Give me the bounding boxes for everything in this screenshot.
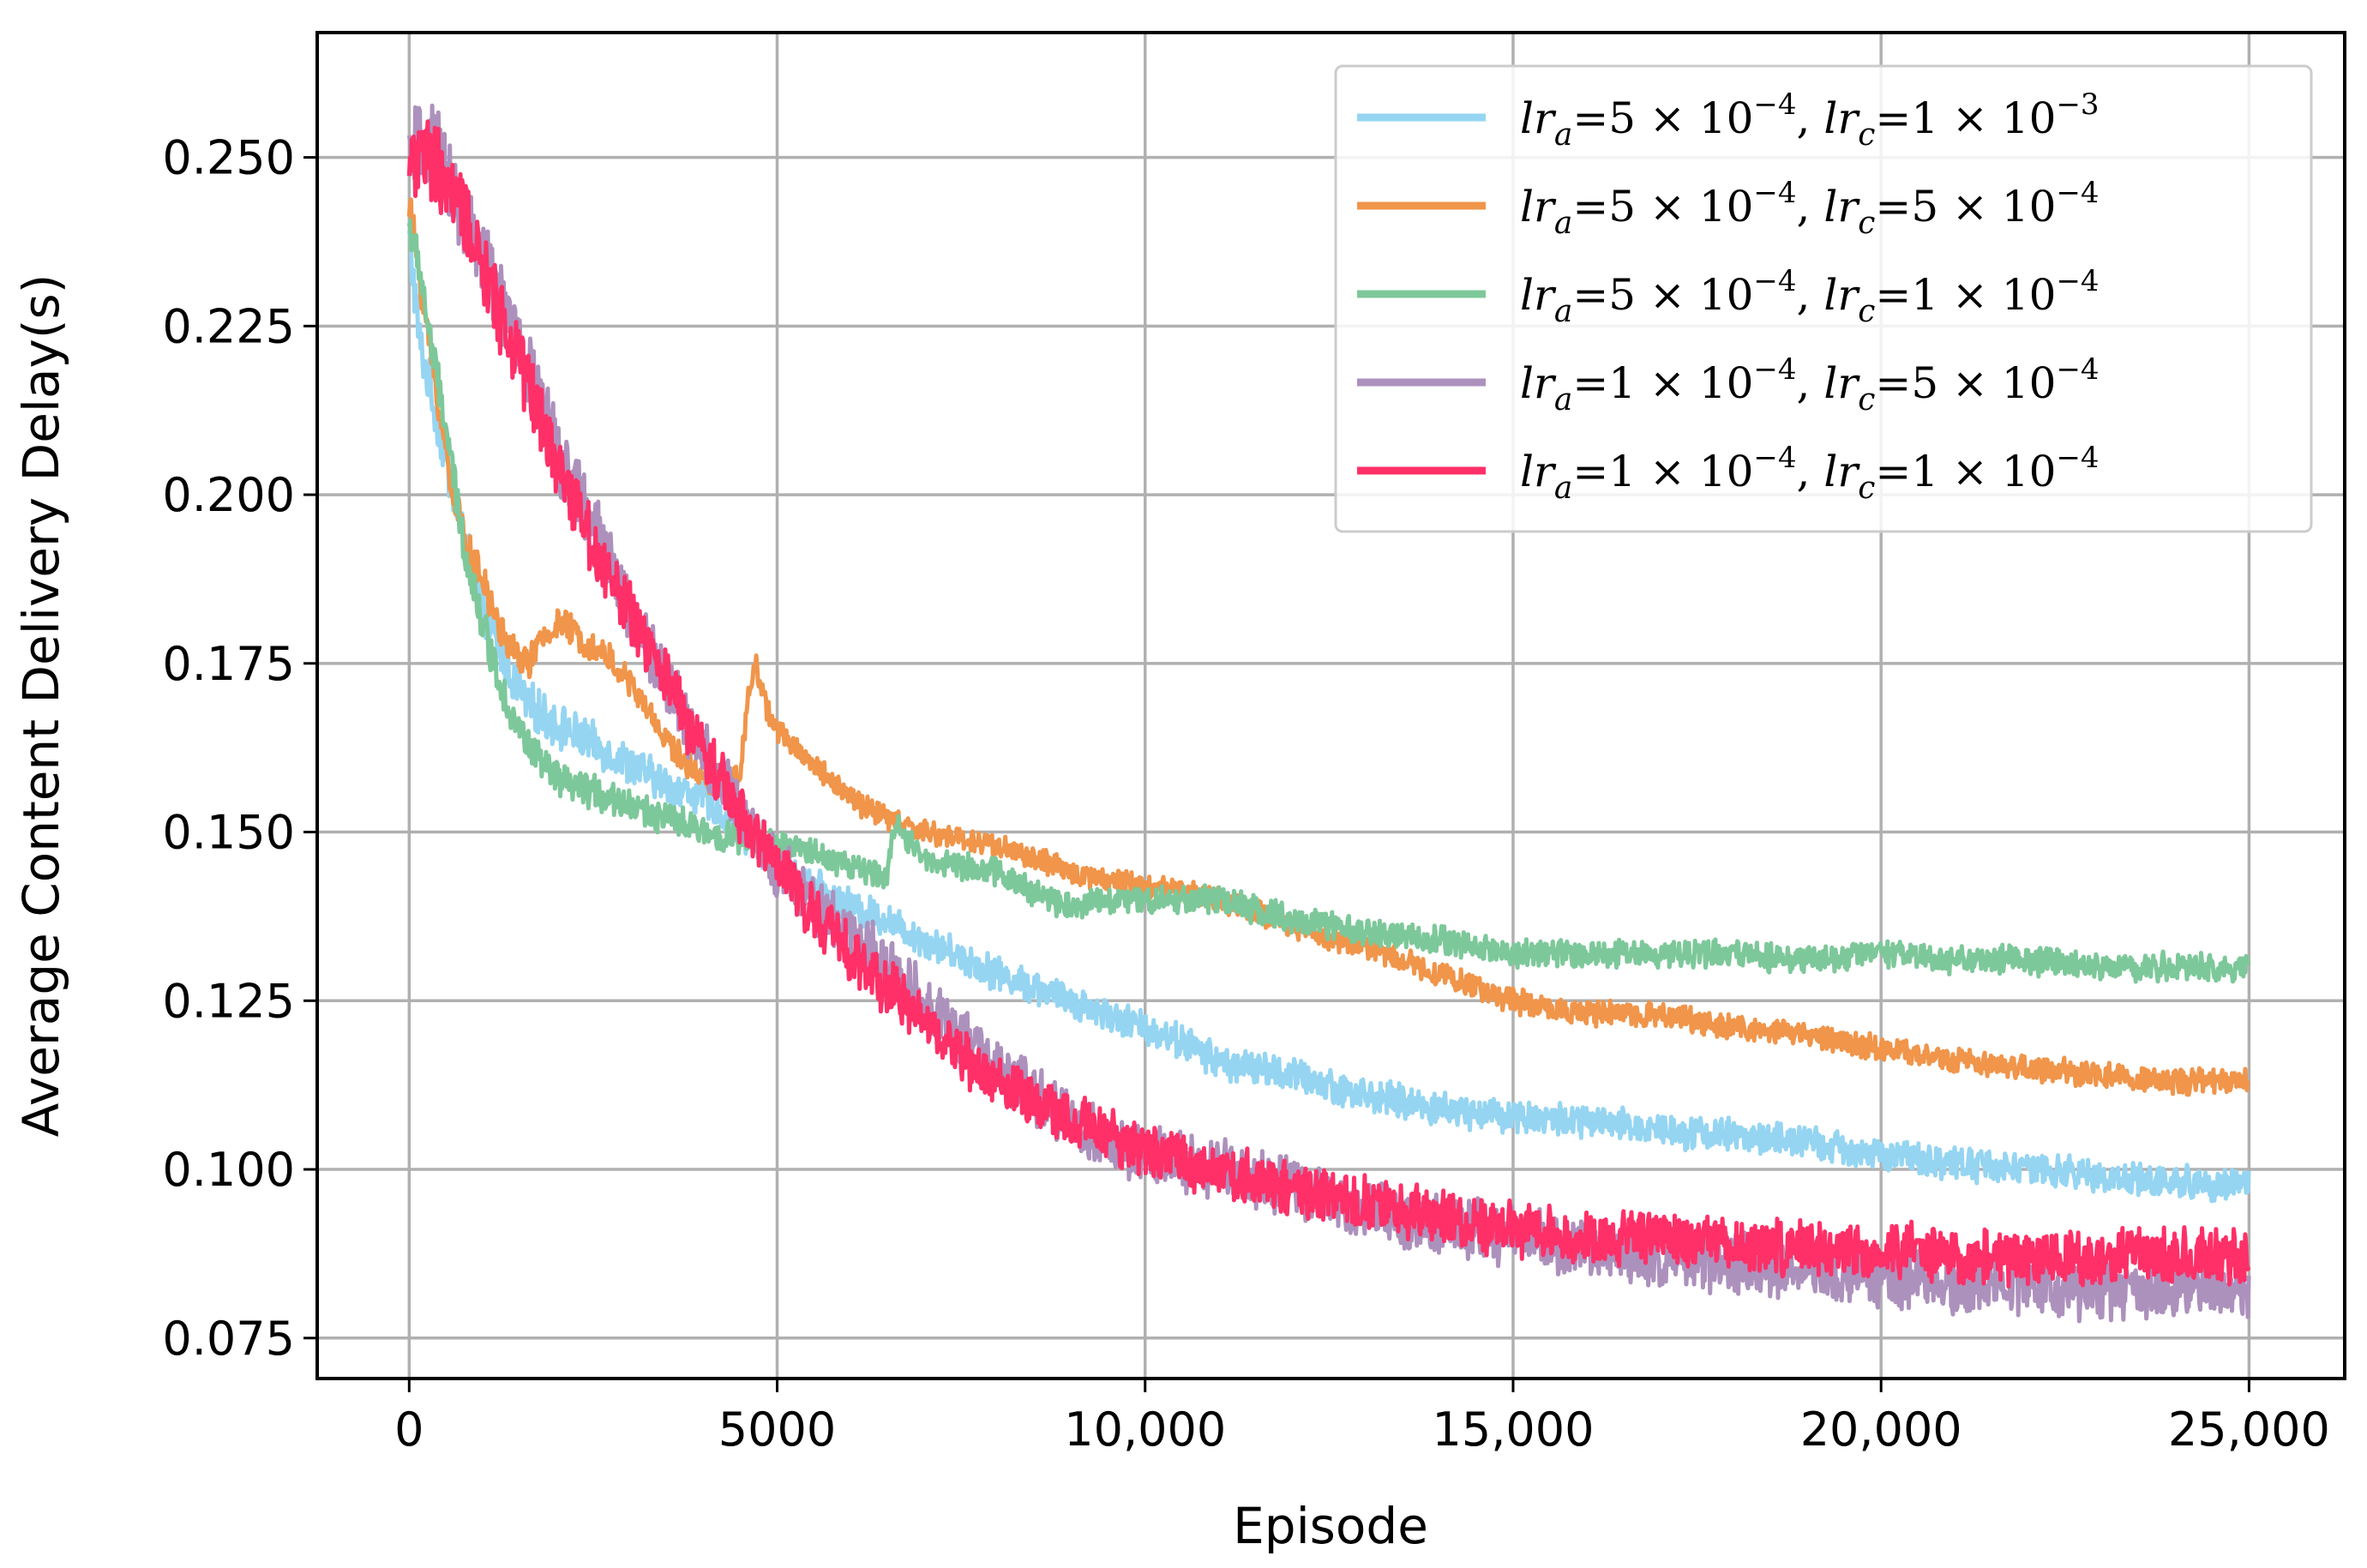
legend: lra=5 × 10−4, lrc=1 × 10−3 lra=5 × 10−4, …: [1334, 64, 2313, 533]
legend-label: lra=5 × 10−4, lrc=1 × 10−3: [1520, 87, 2100, 153]
y-tick-label: 0.225: [162, 299, 295, 353]
y-tick-label: 0.200: [162, 468, 295, 522]
series-line-5: [406, 119, 2251, 1289]
legend-box: [1334, 64, 2313, 533]
legend-label: lra=5 × 10−4, lrc=1 × 10−4: [1520, 264, 2100, 329]
legend-label: lra=5 × 10−4, lrc=5 × 10−4: [1520, 176, 2100, 241]
x-tick-label: 25,000: [2168, 1403, 2330, 1457]
series-line-1: [406, 230, 2251, 1204]
y-tick-label: 0.175: [162, 637, 295, 691]
grid: [317, 33, 2345, 1379]
legend-label: lra=1 × 10−4, lrc=1 × 10−4: [1520, 441, 2100, 506]
x-tick-label: 0: [394, 1403, 424, 1457]
series-line-3: [406, 219, 2251, 984]
x-tick-label: 10,000: [1064, 1403, 1226, 1457]
y-tick-label: 0.075: [162, 1312, 295, 1366]
x-axis-label: Episode: [1233, 1497, 1428, 1555]
x-tick-label: 5000: [718, 1403, 836, 1457]
x-tick-label: 20,000: [1800, 1403, 1962, 1457]
legend-label: lra=1 × 10−4, lrc=5 × 10−4: [1520, 352, 2100, 418]
y-axis-ticks: 0.075 0.100 0.125 0.150 0.175 0.200 0.225 0.250: [162, 131, 317, 1366]
y-tick-label: 0.150: [162, 806, 295, 860]
y-tick-label: 0.250: [162, 131, 295, 185]
y-axis-label: Average Content Delivery Delay(s): [12, 274, 70, 1138]
y-tick-label: 0.100: [162, 1143, 295, 1197]
x-axis-ticks: 0 5000 10,000 15,000 20,000 25,000: [394, 1379, 2330, 1457]
plot-frame: [315, 31, 2346, 1380]
y-tick-label: 0.125: [162, 974, 295, 1028]
series-layer: [406, 103, 2251, 1324]
x-tick-label: 15,000: [1432, 1403, 1594, 1457]
